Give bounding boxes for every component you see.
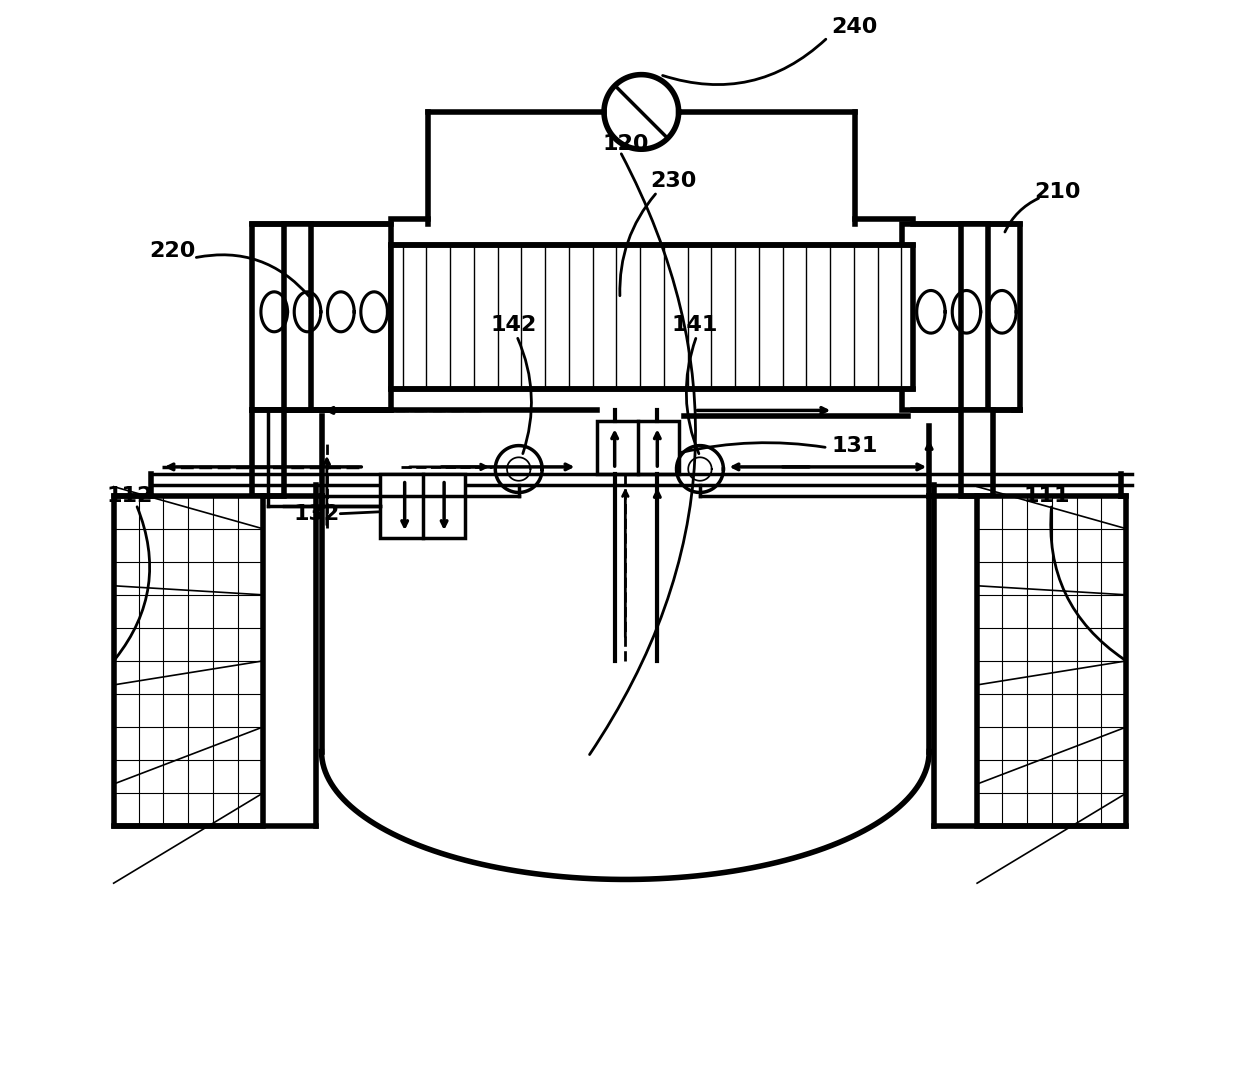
Text: 230: 230 xyxy=(650,172,697,191)
Text: 112: 112 xyxy=(107,486,153,505)
Bar xyxy=(903,224,1019,410)
Text: 120: 120 xyxy=(603,134,649,154)
Text: 141: 141 xyxy=(671,316,718,335)
Bar xyxy=(391,245,913,389)
Text: 142: 142 xyxy=(490,316,537,335)
Text: 220: 220 xyxy=(149,241,196,260)
Text: 131: 131 xyxy=(831,436,878,455)
Bar xyxy=(252,410,284,496)
Text: 240: 240 xyxy=(831,17,878,36)
Bar xyxy=(977,496,1126,826)
Bar xyxy=(284,224,311,410)
Bar xyxy=(114,496,263,826)
Bar xyxy=(381,474,465,538)
Bar xyxy=(596,421,678,474)
Text: 111: 111 xyxy=(1023,486,1070,505)
Text: 132: 132 xyxy=(293,504,340,523)
Bar xyxy=(252,224,391,410)
Bar xyxy=(961,224,988,410)
Bar xyxy=(961,410,993,496)
Text: 210: 210 xyxy=(1034,182,1080,201)
